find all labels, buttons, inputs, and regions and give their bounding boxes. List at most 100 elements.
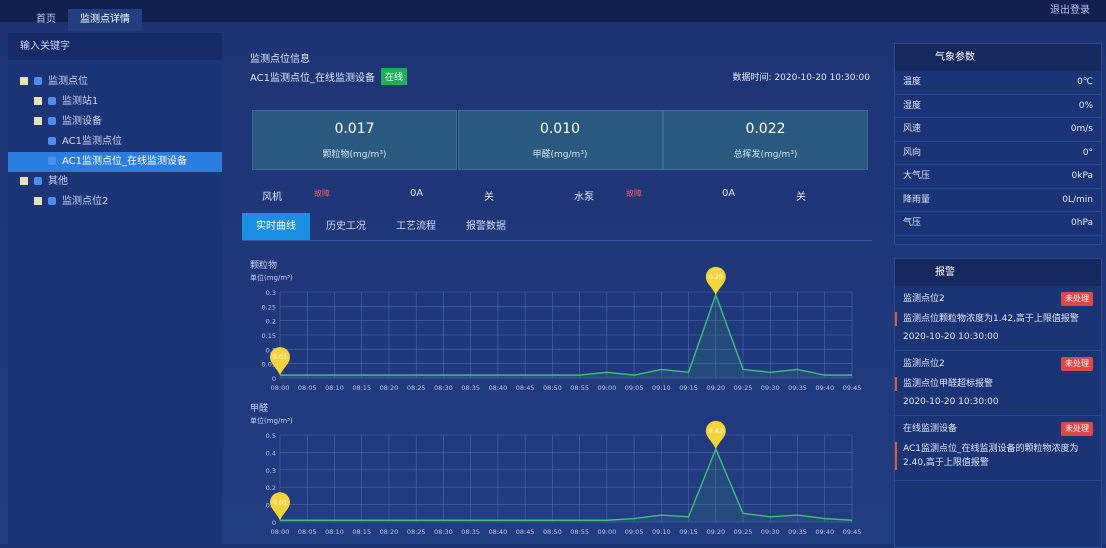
marker-pin (270, 492, 290, 521)
weather-row: 温度 0℃ (895, 71, 1101, 95)
x-tick-label: 08:20 (380, 528, 399, 536)
alarm-text: 监测点位颗粒物浓度为1.42,高于上限值报警 (895, 312, 1093, 326)
y-tick-label: 0.05 (262, 361, 276, 369)
equipment-switch: 关 (484, 192, 494, 203)
y-tick-label: 0.2 (266, 318, 276, 326)
logout[interactable]: 退出登录 (1050, 5, 1090, 16)
node-icon (48, 117, 56, 125)
weather-key: 湿度 (903, 100, 922, 111)
weather-row: 大气压 0kPa (895, 165, 1101, 189)
x-tick-label: 09:30 (761, 384, 780, 392)
alarm-tag[interactable]: 未处理 (1061, 422, 1093, 436)
checkbox[interactable] (34, 197, 42, 205)
tree-node[interactable]: AC1监测点位 (8, 132, 222, 152)
alarm-tag[interactable]: 未处理 (1061, 357, 1093, 371)
x-tick-label: 08:15 (352, 384, 371, 392)
x-tick-label: 09:25 (734, 384, 753, 392)
x-tick-label: 09:40 (815, 528, 834, 536)
node-label: AC1监测点位 (62, 136, 123, 147)
alarm-item[interactable]: 监测点位2 未处理 监测点位颗粒物浓度为1.42,高于上限值报警 2020-10-20… (895, 286, 1101, 351)
x-tick-label: 09:05 (625, 384, 644, 392)
x-tick-label: 09:25 (734, 528, 753, 536)
node-icon (48, 197, 56, 205)
top-tab[interactable]: 首页 (36, 14, 56, 25)
metric-value: 0.017 (334, 121, 375, 137)
weather-key: 风向 (903, 147, 922, 158)
node-label: AC1监测点位_在线监测设备 (62, 156, 188, 167)
x-tick-label: 08:45 (516, 528, 535, 536)
y-tick-label: 0.2 (266, 484, 276, 492)
checkbox[interactable] (20, 77, 28, 85)
x-tick-label: 08:00 (271, 384, 290, 392)
x-tick-label: 09:00 (597, 384, 616, 392)
checkbox[interactable] (20, 177, 28, 185)
x-tick-label: 08:05 (298, 384, 317, 392)
alarm-panel: 报警 监测点位2 未处理 监测点位颗粒物浓度为1.42,高于上限值报警 2020-10-… (894, 258, 1102, 548)
series-line (280, 292, 852, 376)
weather-row: 风向 0° (895, 142, 1101, 165)
tab-bar: 实时曲线 历史工况 工艺流程 报警数据 (242, 213, 872, 241)
node-icon (48, 97, 56, 105)
tree-node[interactable]: 监测点位2 (8, 192, 222, 212)
weather-value: 0% (1078, 100, 1093, 111)
y-tick-label: 0.3 (266, 289, 276, 297)
status-tag: 在线 (381, 68, 408, 85)
alarm-head: 在线监测设备 未处理 (903, 422, 1093, 436)
metric-value: 0.010 (539, 121, 581, 137)
tab[interactable]: 报警数据 (466, 221, 506, 232)
equipment-state: 故障 (626, 189, 642, 198)
y-tick-label: 0.4 (266, 449, 276, 457)
weather-key: 温度 (903, 77, 922, 87)
node-icon (48, 137, 56, 145)
checkbox[interactable] (34, 117, 42, 125)
x-tick-label: 08:10 (325, 528, 344, 536)
metric-card: 0.017 颗粒物(mg/m³) (252, 110, 457, 170)
tree-node[interactable]: AC1监测点位_在线监测设备 (8, 152, 222, 172)
weather-value: 0° (1082, 147, 1093, 158)
x-tick-label: 08:40 (489, 384, 508, 392)
x-tick-label: 08:45 (516, 384, 535, 392)
panel-header: 报警 (895, 259, 1101, 286)
top-tab[interactable]: 监测点详情 (68, 9, 142, 31)
x-tick-label: 09:00 (597, 528, 616, 536)
x-tick-label: 09:10 (652, 528, 671, 536)
alarm-tag[interactable]: 未处理 (1061, 292, 1093, 306)
chart-unit: 单位(mg/m³) (250, 273, 293, 282)
equipment-switch: 关 (796, 192, 806, 203)
x-tick-label: 09:10 (652, 384, 671, 392)
tree-node[interactable]: 监测站1 (8, 92, 222, 112)
x-tick-label: 08:55 (570, 384, 589, 392)
x-tick-label: 09:30 (761, 528, 780, 536)
tab[interactable]: 工艺流程 (396, 221, 436, 232)
tree-node[interactable]: 其他 (8, 172, 222, 192)
alarm-text: AC1监测点位_在线监测设备的颗粒物浓度为2.40,高于上限值报警 (895, 442, 1093, 470)
tree-node[interactable]: 监测点位 (8, 72, 222, 92)
alarm-item[interactable]: 在线监测设备 未处理 AC1监测点位_在线监测设备的颗粒物浓度为2.40,高于上限值… (895, 416, 1101, 481)
x-tick-label: 08:20 (380, 384, 399, 392)
marker-pin (705, 266, 726, 295)
x-tick-label: 08:15 (352, 528, 371, 536)
weather-value: 0L/min (1062, 194, 1093, 205)
equipment-name: 水泵 (574, 192, 594, 203)
alarm-text: 监测点位甲醛超标报警 (895, 377, 1093, 391)
tree-node[interactable]: 监测设备 (8, 112, 222, 132)
node-label: 监测设备 (62, 116, 102, 127)
metric-value: 0.022 (745, 121, 786, 137)
alarm-title: 在线监测设备 (903, 424, 958, 434)
x-tick-label: 08:05 (298, 528, 317, 536)
alarm-time: 2020-10-20 10:30:00 (903, 332, 999, 342)
line-chart: 甲醛单位(mg/m³)00.10.20.30.40.508:0008:0508:… (250, 402, 861, 536)
weather-key: 气压 (903, 218, 922, 228)
menu-icon (0, 0, 24, 22)
checkbox[interactable] (34, 97, 42, 105)
alarm-item[interactable]: 监测点位2 未处理 监测点位甲醛超标报警 2020-10-20 10:30:00 (895, 351, 1101, 416)
tree-search[interactable]: 输入关键字 (8, 33, 222, 60)
metric-label: 总挥发(mg/m³) (733, 150, 798, 160)
tab[interactable]: 历史工况 (326, 221, 366, 232)
x-tick-label: 08:40 (489, 528, 508, 536)
equipment-name: 风机 (262, 192, 282, 203)
weather-key: 降雨量 (903, 194, 931, 205)
equipment-current: 0A (410, 188, 424, 199)
tab[interactable]: 实时曲线 (242, 213, 310, 240)
